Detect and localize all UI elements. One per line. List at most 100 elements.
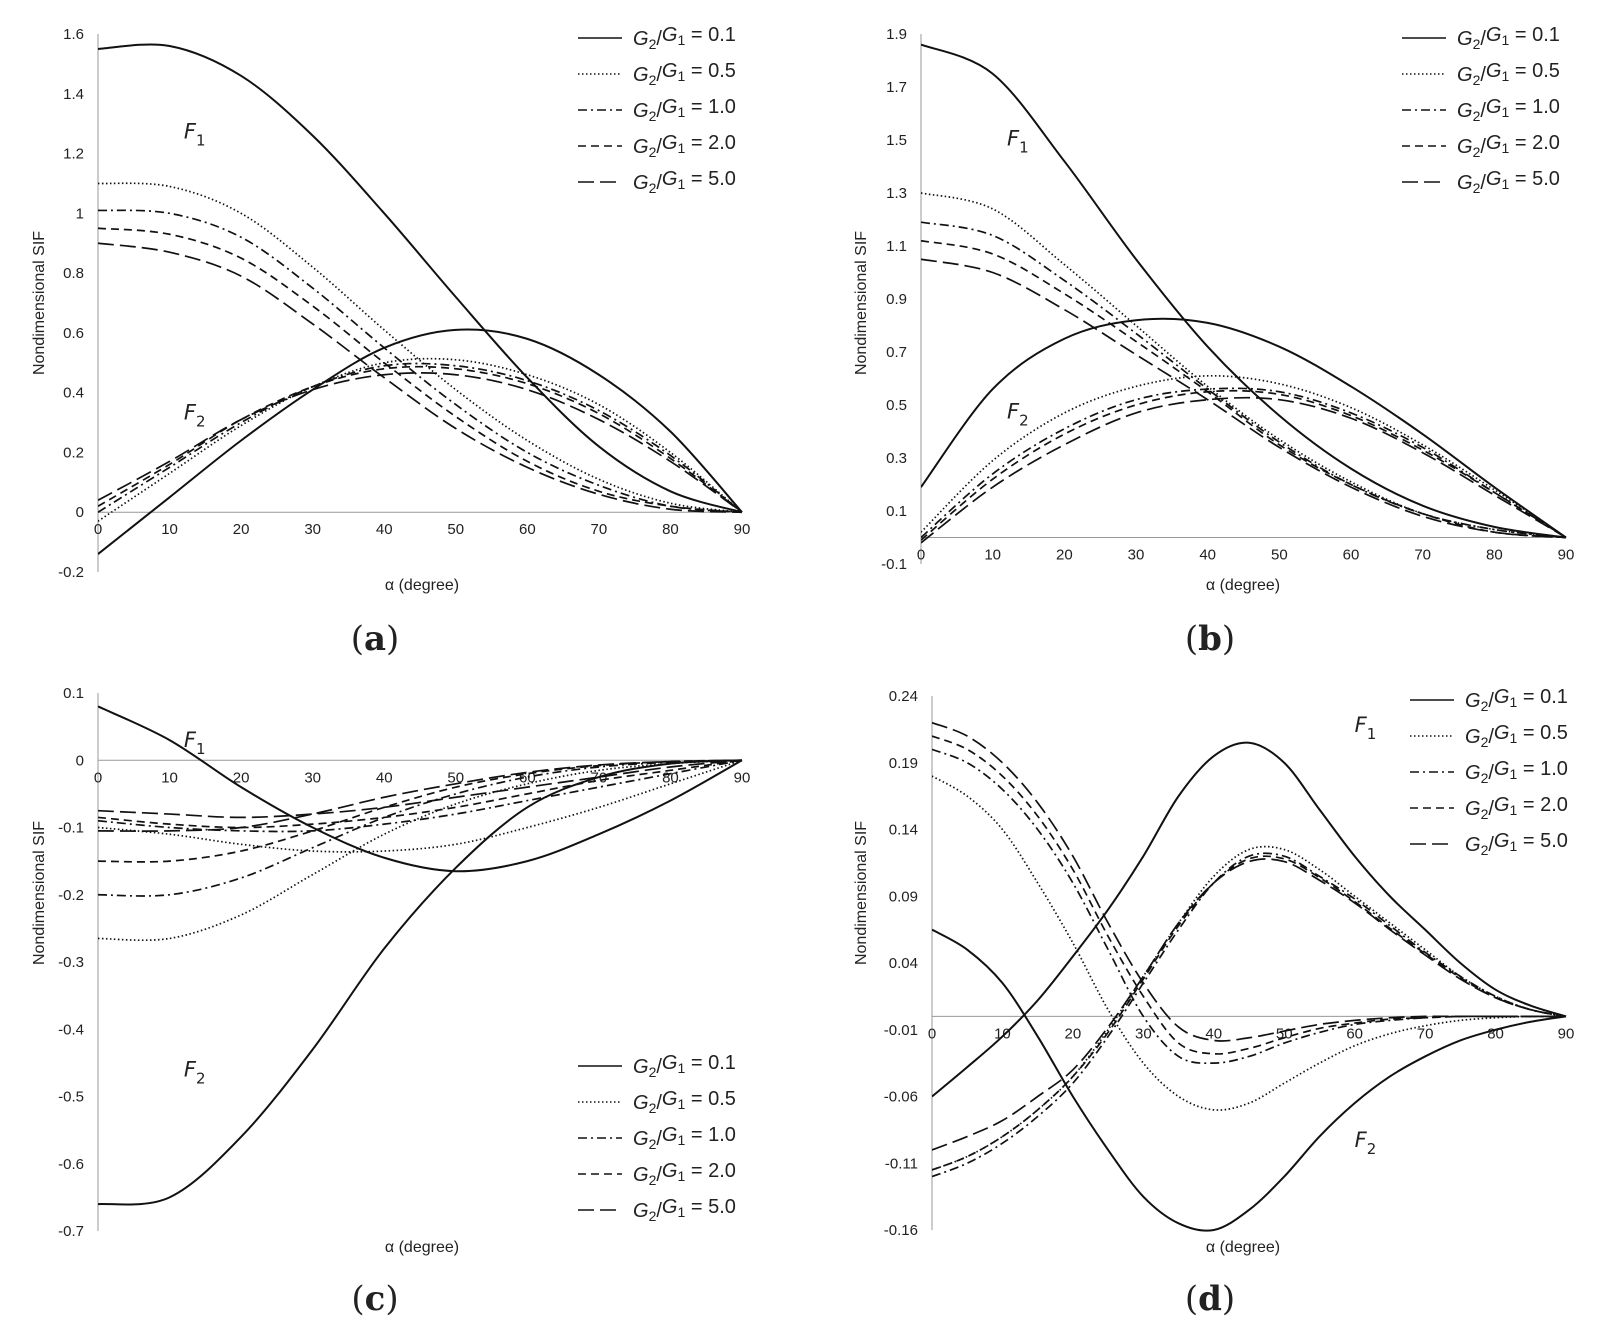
legend-entry-part: 2 (649, 1172, 657, 1188)
legend-entry-part: 1 (677, 1168, 685, 1184)
series-group (98, 705, 743, 1206)
legend-entry-part: = 5.0 (1517, 830, 1568, 852)
series-group (98, 43, 743, 555)
legend-entry-part: 2 (649, 36, 657, 52)
legend: G2/G1 = 0.1G2/G1 = 0.5G2/G1 = 1.0G2/G1 =… (1402, 24, 1560, 196)
legend-entry-part: G (1486, 24, 1502, 46)
curve-label-sub: 1 (1367, 725, 1377, 743)
x-tick-label: 30 (1135, 1025, 1152, 1042)
x-axis-title: α (degree) (385, 577, 459, 594)
series-line-f2-g2-g1-5-0 (932, 721, 1566, 1042)
legend-entry-part: 1 (677, 68, 685, 84)
legend-entry-part: = 0.5 (1509, 60, 1560, 82)
legend-entry-part: 2 (649, 144, 657, 160)
series-line-f1-g2-g1-1-0 (921, 221, 1567, 539)
legend-entry-label: G2/G1 = 2.0 (633, 1160, 736, 1188)
legend-entry-part: / (656, 1092, 662, 1114)
x-tick-label: 70 (591, 521, 608, 538)
legend-entry-part: G (662, 132, 678, 154)
legend-entry-part: G (633, 1092, 649, 1114)
legend-entry-part: = 1.0 (685, 1124, 736, 1146)
y-tick-label: -0.5 (58, 1089, 84, 1106)
y-tick-label: 1.5 (886, 132, 907, 149)
legend-entry-part: G (662, 168, 678, 190)
legend-entry-part: 1 (677, 1060, 685, 1076)
chart-panel-b: -0.1 0.1 0.3 0.5 0.7 0.9 1.1 1.3 1.5 1.7 1.9 0 10 20 3… (853, 24, 1574, 659)
x-tick-label: 40 (1205, 1025, 1222, 1042)
legend: G2/G1 = 0.1G2/G1 = 0.5G2/G1 = 1.0G2/G1 =… (578, 24, 736, 196)
x-tick-label: 30 (1128, 547, 1145, 564)
curve-label-name: F (184, 728, 197, 752)
legend-entry-part: / (656, 1200, 662, 1222)
legend-entry-part: G (633, 136, 649, 158)
x-tick-label: 30 (304, 521, 321, 538)
legend-entry-label: G2/G1 = 2.0 (633, 132, 736, 160)
panel-label-letter: d (1198, 1279, 1222, 1319)
panel-label-close: ) (1222, 619, 1235, 659)
legend-entry-part: G (1494, 830, 1510, 852)
legend-entry-part: G (1465, 798, 1481, 820)
legend-entry-part: = 5.0 (685, 168, 736, 190)
curve-label-name: F (184, 1057, 197, 1081)
legend-entry-part: / (1480, 136, 1486, 158)
legend-entry-part: / (656, 100, 662, 122)
legend-entry-part: / (1488, 762, 1494, 784)
series-line-f1-g2-g1-5-0 (98, 242, 743, 514)
legend-entry-part: 1 (677, 176, 685, 192)
series-line-f2-g2-g1-2-0 (98, 365, 743, 513)
series-line-f1-g2-g1-5-0 (921, 258, 1567, 539)
series-line-f2-g2-g1-5-0 (921, 396, 1567, 544)
legend-entry-part: G (1486, 168, 1502, 190)
legend-entry-part: G (662, 60, 678, 82)
legend-entry-part: G (633, 100, 649, 122)
legend-entry-part: 2 (649, 1064, 657, 1080)
legend-entry-part: G (1457, 64, 1473, 86)
legend-entry-part: 2 (1481, 806, 1489, 822)
panel-label-letter: c (365, 1279, 386, 1319)
legend-entry-part: 1 (677, 1096, 685, 1112)
legend-entry-label: G2/G1 = 5.0 (633, 1196, 736, 1224)
series-line-f2-g2-g1-5-0 (98, 372, 743, 513)
legend-entry-part: G (633, 1056, 649, 1078)
y-tick-label: -0.7 (58, 1223, 84, 1240)
legend-entry-part: / (656, 1056, 662, 1078)
legend-entry-part: G (1465, 690, 1481, 712)
x-tick-label: 0 (917, 547, 925, 564)
y-tick-label: -0.11 (885, 1155, 918, 1172)
series-line-f2-g2-g1-0-5 (921, 374, 1567, 539)
legend-entry-part: G (1457, 28, 1473, 50)
series-line-f1-g2-g1-2-0 (921, 239, 1567, 539)
x-tick-label: 10 (161, 521, 178, 538)
legend-entry-part: = 2.0 (1517, 794, 1568, 816)
panel-label-close: ) (385, 1279, 398, 1319)
y-tick-label: 0.19 (889, 755, 918, 772)
series-group (932, 721, 1567, 1232)
series-line-f1-g2-g1-0-5 (921, 192, 1567, 539)
x-axis-title: α (degree) (385, 1239, 459, 1256)
y-tick-label: 1.2 (63, 146, 84, 163)
curve-label-sub: 2 (1367, 1140, 1377, 1158)
legend-entry-part: G (662, 24, 678, 46)
legend-entry-part: = 2.0 (685, 1160, 736, 1182)
series-line-f2-g2-g1-5-0 (98, 759, 743, 832)
panel-label-open: ( (351, 619, 364, 659)
y-tick-label: 1 (76, 205, 84, 222)
legend-entry-label: G2/G1 = 1.0 (1457, 96, 1560, 124)
legend-entry-part: 2 (1473, 180, 1481, 196)
y-tick-label: -0.06 (884, 1089, 918, 1106)
legend-entry-part: 1 (1501, 176, 1509, 192)
y-tick-label: 0.7 (886, 344, 907, 361)
legend-entry-part: = 0.5 (685, 60, 736, 82)
legend-entry-part: G (662, 1160, 678, 1182)
x-tick-label: 90 (1558, 1025, 1575, 1042)
legend-entry-part: G (1486, 60, 1502, 82)
y-tick-label: -0.2 (58, 887, 84, 904)
panel-label-letter: b (1198, 619, 1222, 659)
legend-entry-part: 1 (1509, 766, 1517, 782)
chart-panel-c: -0.7 -0.6 -0.5 -0.4 -0.3 -0.2 -0.1 0 0.1 0 10 20 30 4… (31, 685, 750, 1319)
legend-entry-label: G2/G1 = 0.5 (1465, 722, 1568, 750)
legend-entry-part: = 5.0 (685, 1196, 736, 1218)
y-tick-label: 0 (76, 504, 84, 521)
x-tick-label: 90 (734, 521, 751, 538)
